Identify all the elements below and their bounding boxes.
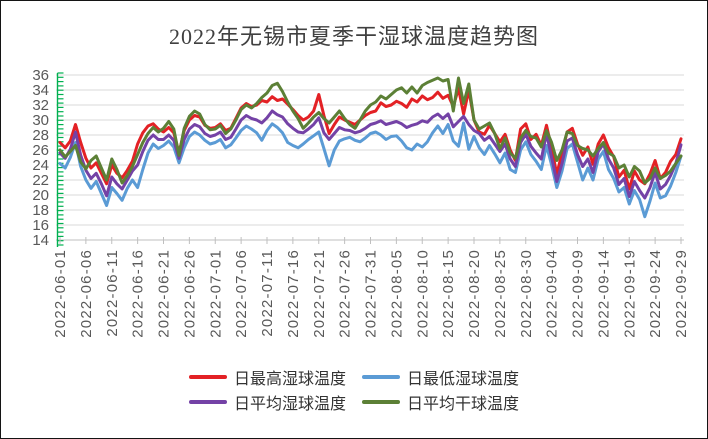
x-tick-label: 2022-08-20 [466,249,483,338]
x-tick-label: 2022-09-14 [595,249,612,338]
y-tick-label: 20 [32,187,49,204]
chart-title: 2022年无锡市夏季干湿球温度趋势图 [168,24,539,49]
chart-legend: 日最高湿球温度 日最低湿球温度日平均湿球温度 日平均干球温度 [1,366,707,413]
legend-label: 日最高湿球温度 [233,371,346,388]
legend-line-swatch [362,399,400,405]
legend-line-swatch [188,374,227,380]
x-tick-label: 2022-07-06 [233,249,250,338]
x-tick-label: 2022-07-21 [311,249,328,338]
x-tick-label: 2022-06-26 [181,249,198,338]
x-tick-label: 2022-08-15 [440,249,457,338]
x-tick-label: 2022-08-05 [388,249,405,338]
y-tick-label: 26 [32,142,49,159]
series-line-daily-avg-dry-bulb [58,76,683,185]
x-tick-label: 2022-08-30 [518,249,535,338]
x-tick-label: 2022-06-06 [78,249,95,338]
x-tick-label: 2022-06-16 [130,249,147,338]
y-tick-label: 28 [32,127,49,144]
legend-label: 日最低湿球温度 [407,371,520,388]
y-tick-label: 16 [32,217,49,234]
y-tick-label: 24 [32,157,49,174]
legend-item-daily-avg-wet-bulb: 日平均湿球温度 [188,391,346,413]
x-tick-label: 2022-06-01 [52,249,69,338]
x-tick-label: 2022-07-16 [285,249,302,338]
x-tick-label: 2022-08-25 [492,249,509,338]
y-axis-green-ruler [56,72,64,247]
legend-item-daily-min-wet-bulb: 日最低湿球温度 [362,366,519,388]
x-tick-label: 2022-09-09 [570,249,587,338]
x-tick-label: 2022-09-24 [647,249,664,338]
legend-item-daily-max-wet-bulb: 日最高湿球温度 [188,366,346,388]
legend-row: 日平均湿球温度 日平均干球温度 [181,391,527,413]
legend-line-swatch [362,374,400,380]
y-tick-label: 18 [32,202,49,219]
y-tick-label: 32 [32,97,49,114]
legend-label: 日平均湿球温度 [233,396,346,413]
legend-item-daily-avg-dry-bulb: 日平均干球温度 [362,391,519,413]
y-tick-label: 30 [32,112,49,129]
x-tick-label: 2022-06-21 [156,249,173,338]
y-tick-label: 36 [32,67,49,84]
series-line-daily-avg-wet-bulb [58,109,683,200]
legend-label: 日平均干球温度 [407,396,520,413]
y-tick-label: 22 [32,172,49,189]
x-tick-label: 2022-06-11 [104,249,121,337]
x-tick-label: 2022-07-26 [337,249,354,338]
x-tick-label: 2022-09-29 [673,249,690,338]
x-tick-label: 2022-07-11 [259,249,276,337]
y-tick-label: 14 [32,232,49,249]
x-tick-label: 2022-09-19 [621,249,638,338]
y-tick-label: 34 [32,82,49,99]
legend-row: 日最高湿球温度 日最低湿球温度 [181,366,527,388]
x-axis-labels: 2022-06-01 2022-06-06 2022-06-11 2022-06-16… [52,237,690,338]
x-tick-label: 2022-07-01 [207,249,224,338]
x-tick-label: 2022-07-31 [363,249,380,338]
x-tick-label: 2022-09-04 [544,249,561,338]
legend-line-swatch [188,399,227,405]
series-line-daily-min-wet-bulb [58,121,683,219]
gridlines [56,74,684,226]
x-tick-label: 2022-08-10 [414,249,431,338]
